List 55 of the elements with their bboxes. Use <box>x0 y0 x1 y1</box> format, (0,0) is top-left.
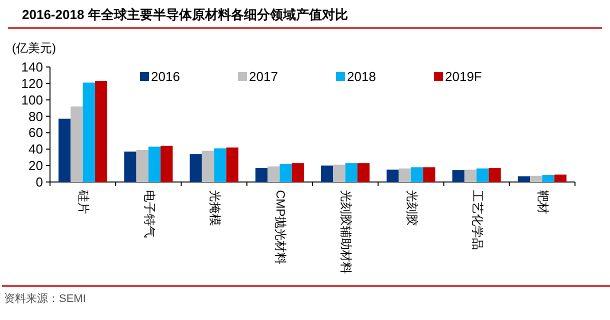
bar <box>452 170 464 182</box>
bar <box>398 168 411 182</box>
bar <box>94 80 108 182</box>
legend-label: 2017 <box>249 69 278 84</box>
y-tick-label: 0 <box>36 174 43 190</box>
bar <box>333 164 346 182</box>
bar <box>280 164 292 182</box>
bar <box>58 118 71 182</box>
bar <box>214 148 226 182</box>
bar <box>321 166 334 182</box>
x-tick-label: 光刻胶辅助材料 <box>339 190 354 274</box>
x-tick-label: 靶材 <box>536 190 550 214</box>
bar <box>530 176 542 182</box>
bar <box>386 170 399 182</box>
chart-title: 2016-2018 年全球主要半导体原材料各细分领域产值对比 <box>22 7 348 22</box>
x-tick-label: 工艺化学品 <box>470 190 484 250</box>
x-tick-label: 光掩模 <box>208 190 222 226</box>
bar <box>160 146 173 182</box>
x-tick-label: CMP抛光材料 <box>274 190 288 265</box>
bar <box>542 175 554 182</box>
bar <box>410 167 424 182</box>
bar <box>255 168 268 182</box>
bar <box>190 154 202 182</box>
bar <box>202 150 214 182</box>
y-tick-label: 20 <box>28 158 43 174</box>
bar <box>345 163 358 182</box>
y-tick-label: 140 <box>21 60 43 74</box>
bar <box>148 146 161 182</box>
bar <box>136 150 148 182</box>
y-tick-label: 40 <box>28 142 43 157</box>
bar <box>423 167 436 182</box>
bar <box>357 163 370 182</box>
y-tick-label: 100 <box>21 92 43 108</box>
bar <box>70 106 83 182</box>
y-tick-label: 60 <box>28 125 43 140</box>
legend-label: 2018 <box>347 69 376 84</box>
bar <box>82 82 95 182</box>
bar <box>226 148 238 182</box>
bar <box>554 174 566 182</box>
bar <box>518 176 530 182</box>
bar <box>124 152 136 182</box>
x-tick-label: 电子特气 <box>142 190 156 238</box>
text: 资料来源：SEMI <box>4 292 86 305</box>
bar <box>476 168 489 182</box>
bar <box>292 163 304 182</box>
y-tick-label: 120 <box>21 76 43 91</box>
bar <box>488 168 501 182</box>
legend-label: 2016 <box>151 69 180 84</box>
legend-label: 2019F <box>445 69 482 84</box>
x-tick-label: 硅片 <box>76 189 91 214</box>
y-axis-title: (亿美元) <box>12 41 56 55</box>
y-tick-label: 80 <box>28 108 43 124</box>
bar <box>268 166 280 182</box>
bar <box>464 170 477 182</box>
x-tick-label: 光刻胶 <box>404 190 419 226</box>
